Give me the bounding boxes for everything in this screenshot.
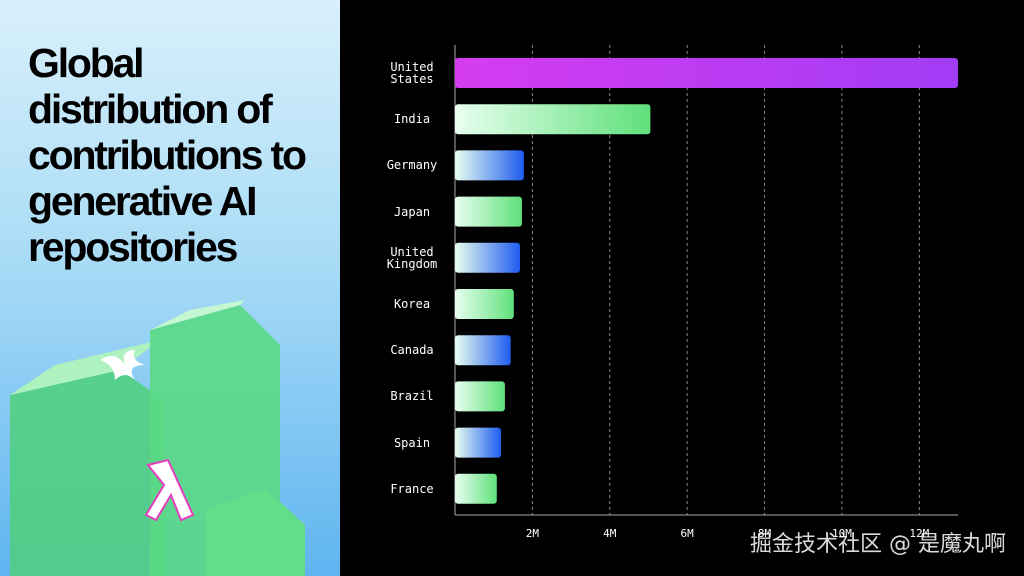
watermark: 掘金技术社区 @ 是魔丸啊 <box>750 532 1006 557</box>
y-tick-label: Spain <box>393 435 431 450</box>
decoration <box>10 300 305 576</box>
y-tick-label: Brazil <box>390 389 434 404</box>
bar <box>455 427 502 458</box>
bar <box>455 196 522 227</box>
y-tick-label: United Kingdom <box>386 244 438 271</box>
x-tick-label: 6M <box>681 527 695 540</box>
bar <box>455 381 505 412</box>
y-tick-label: Korea <box>393 297 431 311</box>
title-panel: Global distribution of contributions to … <box>0 0 340 576</box>
y-tick-label: Canada <box>390 343 434 358</box>
bar <box>455 473 497 504</box>
bar <box>455 58 958 88</box>
y-tick-label: United States <box>390 60 434 86</box>
x-tick-label: 2M <box>526 527 540 540</box>
x-tick-label: 12M <box>909 527 929 540</box>
y-tick-label: Japan <box>393 204 431 219</box>
x-tick-label: 4M <box>603 527 617 540</box>
bar <box>455 104 651 135</box>
x-tick-label: 10M <box>832 527 852 540</box>
y-tick-label: India <box>393 112 431 127</box>
bar <box>455 335 511 366</box>
bar <box>455 242 521 273</box>
y-tick-label: France <box>390 481 434 496</box>
chart-title: Global distribution of contributions to … <box>28 40 307 270</box>
y-tick-label: Germany <box>386 158 438 173</box>
x-tick-label: 8M <box>758 527 772 540</box>
bar <box>455 289 514 319</box>
bar <box>455 150 524 181</box>
